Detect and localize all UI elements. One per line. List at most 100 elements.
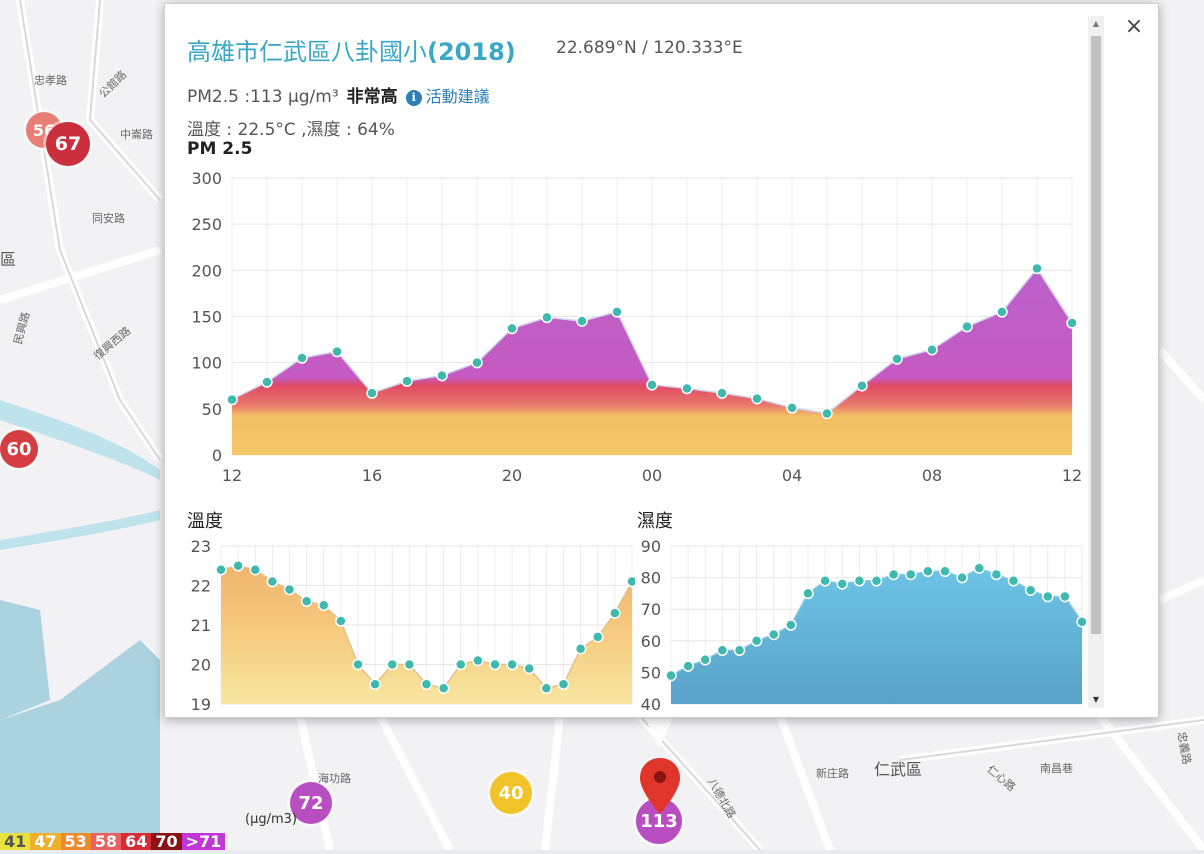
y-tick-label: 50 <box>641 663 661 682</box>
aqi-marker[interactable]: 67 <box>46 122 90 166</box>
data-point <box>1076 616 1088 628</box>
data-point <box>905 568 917 581</box>
data-point <box>768 628 780 641</box>
data-point <box>472 654 484 667</box>
data-point <box>437 682 450 694</box>
data-point <box>266 575 279 588</box>
data-point <box>853 575 866 587</box>
humidity-chart-title: 濕度 <box>637 511 673 532</box>
data-point <box>1007 575 1020 587</box>
data-point <box>366 387 378 399</box>
station-name: 高雄市仁武區八卦國小 <box>187 38 427 66</box>
data-point <box>609 607 621 619</box>
scroll-up-arrow-icon[interactable]: ▲ <box>1092 19 1100 28</box>
y-tick-label: 21 <box>191 616 211 635</box>
data-point <box>261 376 273 388</box>
location-pin-icon[interactable] <box>640 758 680 822</box>
data-point <box>403 658 416 671</box>
data-point <box>1031 262 1043 275</box>
data-point <box>956 571 968 584</box>
road-label: 海功路 <box>318 772 351 785</box>
data-point <box>716 387 728 399</box>
data-point <box>973 562 985 574</box>
legend-item: 58 <box>90 833 122 850</box>
y-tick-label: 19 <box>191 695 211 712</box>
road-label: 中崙路 <box>120 128 153 141</box>
y-tick-label: 100 <box>191 354 222 373</box>
area-fill <box>671 568 1082 704</box>
y-tick-label: 60 <box>641 632 661 651</box>
legend-item: >71 <box>181 833 226 850</box>
popup-scrollbar[interactable]: ▲ ▼ <box>1088 16 1104 708</box>
data-point <box>1059 590 1071 603</box>
data-point <box>557 678 570 690</box>
data-point <box>541 311 553 324</box>
data-point <box>1066 317 1078 329</box>
data-point <box>489 658 501 671</box>
legend-item: 70 <box>151 833 182 850</box>
data-point <box>1024 584 1037 596</box>
aqi-marker[interactable]: 60 <box>0 430 38 468</box>
scroll-thumb[interactable] <box>1091 36 1101 634</box>
data-point <box>786 402 798 414</box>
y-tick-label: 0 <box>212 446 222 465</box>
data-point <box>891 353 903 365</box>
road-label: 南昌巷 <box>1040 762 1073 775</box>
data-point <box>318 599 330 611</box>
data-point <box>802 587 814 600</box>
data-point <box>785 619 797 631</box>
road-label: 新庄路 <box>816 767 849 780</box>
x-tick-label: 20 <box>502 466 522 485</box>
data-point <box>369 678 381 690</box>
data-point <box>887 568 900 581</box>
data-point <box>939 565 951 578</box>
close-button[interactable]: × <box>1124 14 1144 39</box>
y-tick-label: 150 <box>191 308 222 327</box>
district-label: 仁武區 <box>874 760 923 779</box>
legend-unit: (μg/m3) <box>245 812 297 827</box>
scroll-down-arrow-icon[interactable]: ▼ <box>1092 695 1100 704</box>
data-point <box>576 315 588 327</box>
aqi-marker[interactable]: 113 <box>636 798 682 844</box>
aqi-marker[interactable]: 72 <box>290 782 332 824</box>
data-point <box>922 565 934 578</box>
data-point <box>471 356 483 369</box>
temp-chart: 19 20 21 22 23 <box>191 537 635 712</box>
y-tick-label: 22 <box>191 577 211 596</box>
y-tick-label: 70 <box>641 600 661 619</box>
pm-reading: PM2.5 :113 μg/m³ 非常高 i 活動建議 <box>187 82 490 107</box>
data-point <box>249 563 261 576</box>
data-point <box>592 631 604 643</box>
info-icon: i <box>405 90 422 106</box>
data-point <box>232 560 244 572</box>
aqi-legend: 41 47 53 58 64 70 >71 <box>0 833 226 850</box>
y-tick-label: 80 <box>641 569 661 588</box>
activity-advice-link[interactable]: i 活動建議 <box>405 87 490 106</box>
popup-pointer <box>644 716 674 748</box>
data-point <box>215 563 227 576</box>
legend-item: 53 <box>60 833 91 850</box>
data-point <box>926 343 938 356</box>
data-point <box>716 644 729 657</box>
data-point <box>733 644 746 657</box>
data-point <box>455 658 467 671</box>
station-coordinates: 22.689°N / 120.333°E <box>556 38 743 58</box>
data-point <box>870 575 883 587</box>
data-point <box>420 678 433 690</box>
data-point <box>352 658 364 671</box>
aqi-marker[interactable]: 40 <box>490 772 532 814</box>
data-point <box>506 322 518 335</box>
pm-level: 非常高 <box>346 87 398 107</box>
data-point <box>699 654 711 666</box>
pm-chart: 0 50 100 150 200 250 300 12 16 20 00 04 08 12 <box>191 169 1082 485</box>
x-tick-label: 16 <box>362 466 382 485</box>
pm-value: PM2.5 :113 μg/m³ <box>187 87 339 107</box>
legend-item: 41 <box>0 833 31 850</box>
road-label: 同安路 <box>92 212 125 225</box>
data-point <box>665 669 677 682</box>
data-point <box>990 568 1003 581</box>
data-point <box>611 306 623 318</box>
data-point <box>335 615 347 627</box>
data-point <box>436 369 448 382</box>
activity-advice-label: 活動建議 <box>425 87 490 106</box>
